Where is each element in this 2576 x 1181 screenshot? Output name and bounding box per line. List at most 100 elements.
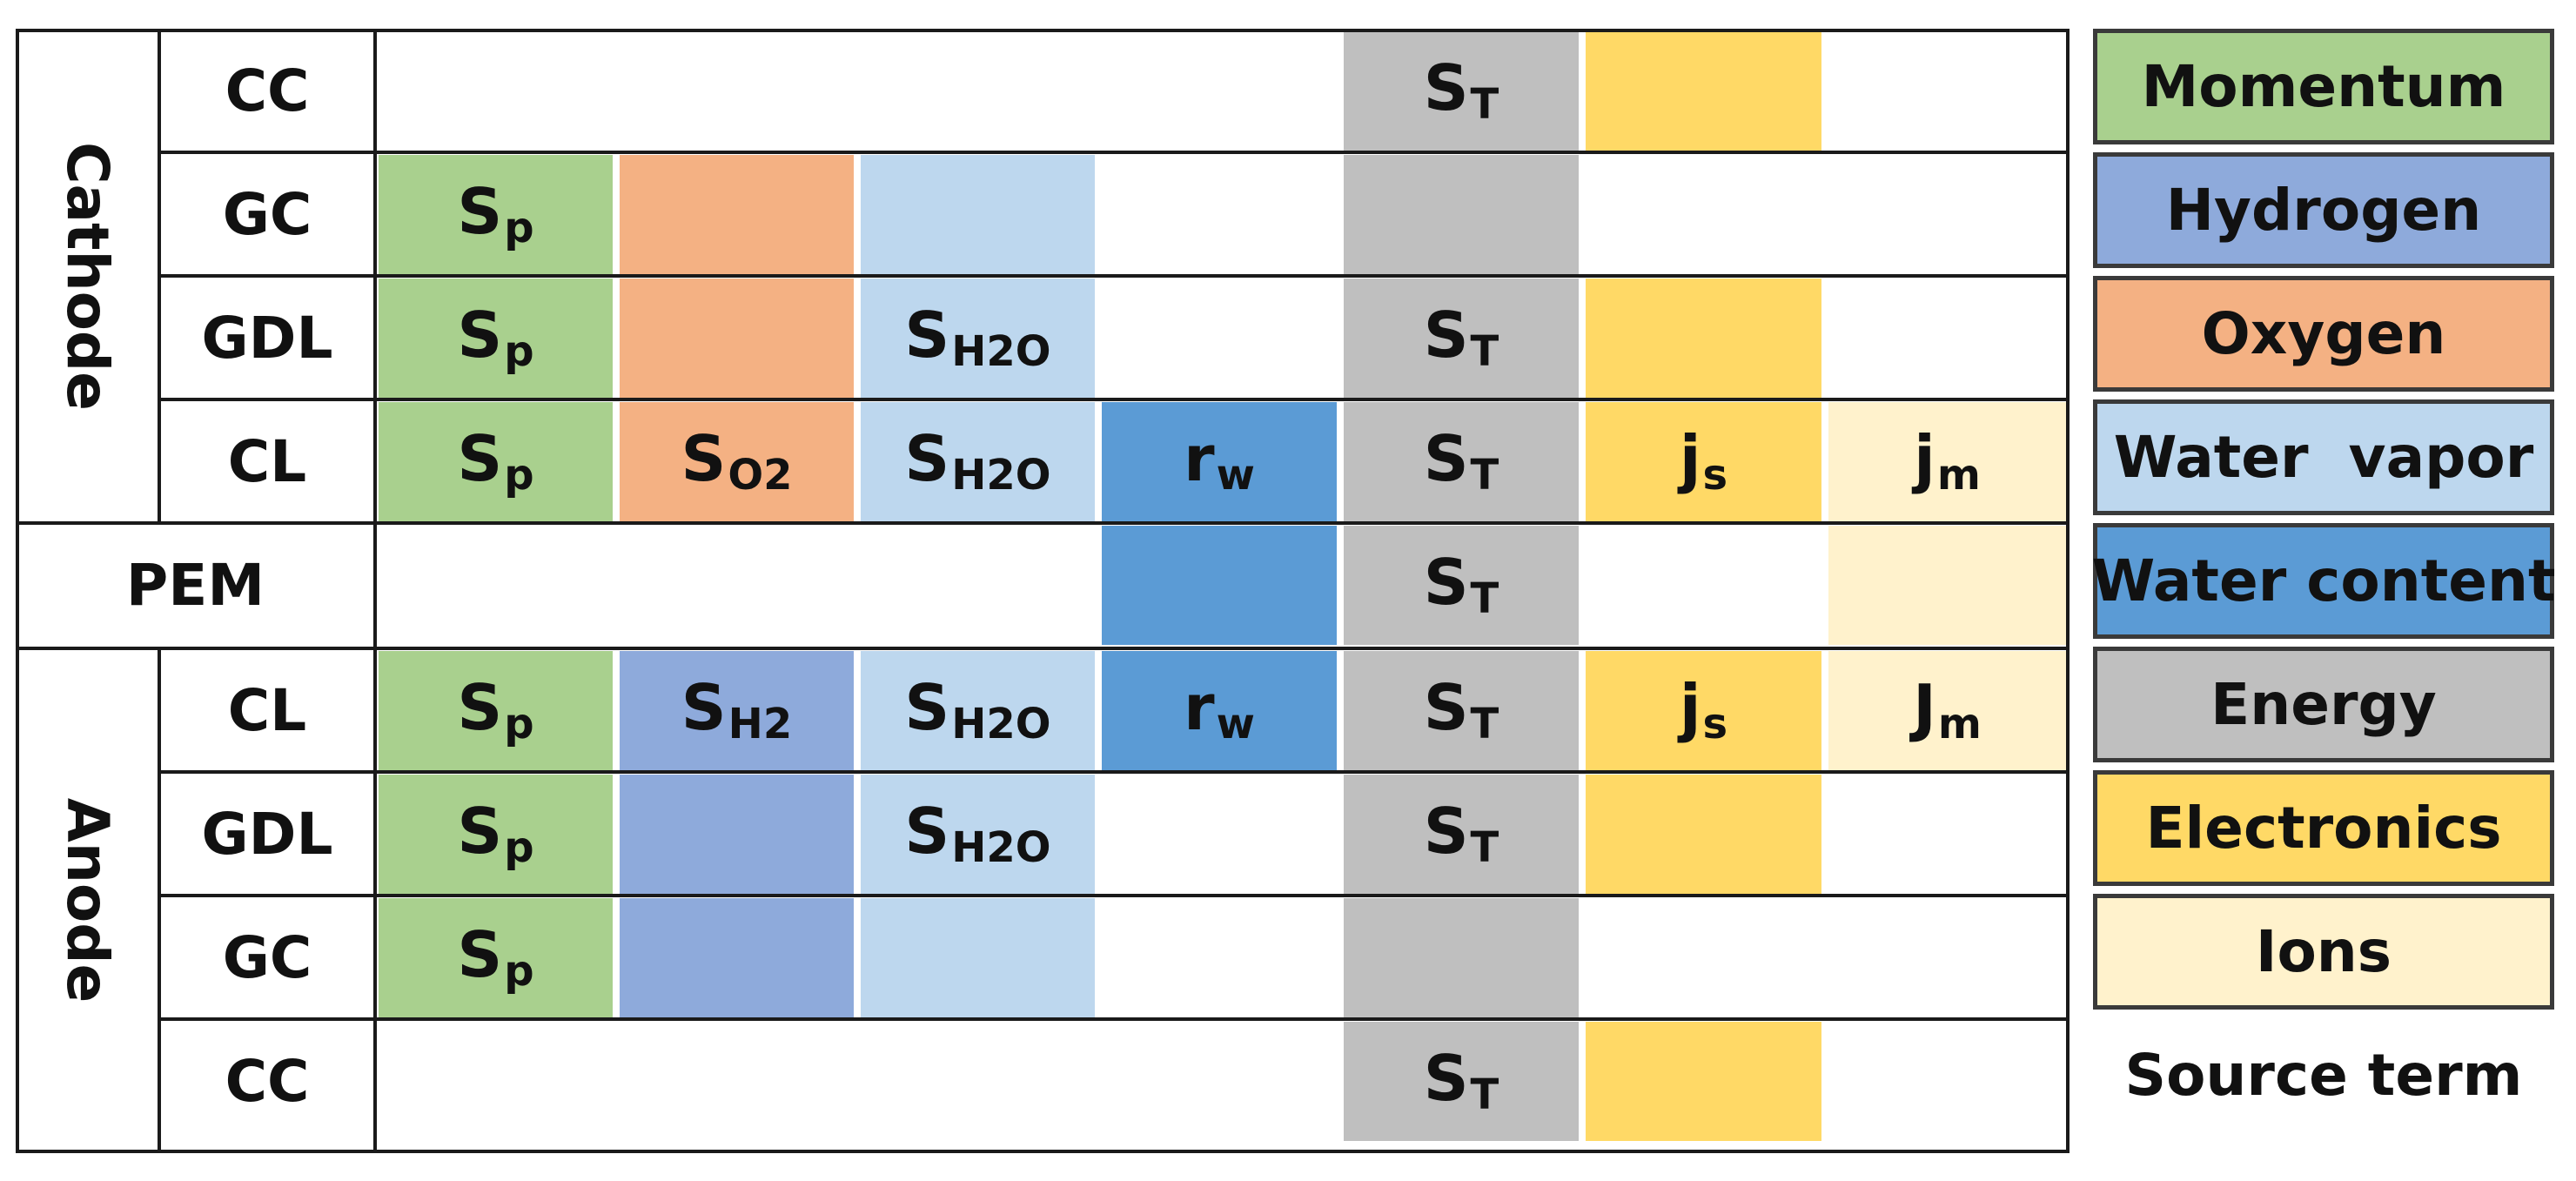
cell-electronics: js: [1586, 651, 1821, 770]
symbol-jm: Jm: [1913, 676, 1982, 745]
symbol-st: ST: [1424, 676, 1499, 745]
row-label-text: GDL: [201, 800, 333, 868]
symbol-rw: rw: [1184, 676, 1255, 745]
legend-item-momentum: Momentum: [2093, 29, 2554, 144]
symbol-base: S: [1423, 422, 1469, 495]
row-label-text: GC: [222, 180, 312, 248]
cell-water-vapor: [861, 898, 1095, 1017]
legend-item-ions: Ions: [2093, 894, 2554, 1010]
symbol-js: js: [1680, 427, 1727, 496]
symbol-subscript: p: [504, 204, 534, 252]
cell-momentum: Sp: [379, 898, 613, 1017]
legend-footer-text: Source term: [2124, 1042, 2523, 1109]
symbol-sh2o: SH2O: [904, 427, 1050, 496]
cell-electronics: [1586, 278, 1821, 398]
symbol-subscript: H2O: [951, 823, 1051, 872]
row-divider: [159, 770, 2070, 774]
row-divider: [159, 398, 2070, 401]
symbol-base: j: [1914, 422, 1935, 495]
cell-momentum: Sp: [379, 402, 613, 521]
legend-label: Water vapor: [2113, 424, 2534, 491]
symbol-sh2o: SH2O: [904, 304, 1050, 372]
cell-energy: ST: [1344, 278, 1579, 398]
cell-energy: ST: [1344, 31, 1579, 151]
symbol-sp: Sp: [457, 304, 533, 372]
symbol-base: S: [457, 795, 503, 868]
legend-item-hydrogen: Hydrogen: [2093, 152, 2554, 268]
symbol-st: ST: [1424, 800, 1499, 869]
symbol-subscript: w: [1216, 700, 1255, 748]
cell-water-vapor: SH2O: [861, 278, 1095, 398]
table-border-bottom: [16, 1150, 2070, 1153]
group-column-divider: [158, 648, 161, 1153]
symbol-base: S: [1423, 1042, 1469, 1115]
anode-group-label: Anode: [16, 647, 159, 1153]
source-term-table: Cathode Anode CC GC GDL CL PEM CL GDL GC CC ST Sp S…: [16, 29, 2070, 1153]
symbol-base: S: [457, 422, 503, 495]
symbol-st: ST: [1424, 57, 1499, 125]
symbol-sp: Sp: [457, 923, 533, 992]
symbol-subscript: T: [1470, 700, 1499, 748]
row-label-cc: CC: [159, 1019, 375, 1143]
cell-momentum: Sp: [379, 651, 613, 770]
label-column-divider: [373, 29, 377, 1153]
row-label-pem: PEM: [16, 523, 375, 647]
symbol-base: S: [457, 671, 503, 744]
cell-energy: ST: [1344, 1022, 1579, 1141]
legend-label: Oxygen: [2201, 300, 2446, 367]
cell-ions: [1828, 526, 2066, 645]
row-divider: [16, 521, 2070, 525]
row-label-text: CL: [227, 676, 307, 744]
symbol-base: S: [1423, 299, 1469, 372]
cell-water-vapor: SH2O: [861, 775, 1095, 894]
symbol-subscript: s: [1702, 700, 1728, 748]
row-label-text: CC: [225, 57, 310, 124]
cell-oxygen: SO2: [620, 402, 854, 521]
cell-water-content: rw: [1102, 402, 1337, 521]
symbol-subscript: w: [1216, 451, 1255, 500]
symbol-base: J: [1913, 671, 1936, 744]
symbol-subscript: T: [1470, 327, 1499, 376]
symbol-base: S: [904, 299, 950, 372]
row-label-text: CL: [227, 427, 307, 495]
cell-electronics: js: [1586, 402, 1821, 521]
cathode-text: Cathode: [54, 141, 122, 411]
symbol-sh2o: SH2O: [904, 676, 1050, 745]
row-label-cl: CL: [159, 399, 375, 523]
symbol-base: S: [1423, 546, 1469, 619]
symbol-subscript: p: [504, 947, 534, 996]
legend-label: Electronics: [2145, 795, 2502, 862]
symbol-sh2: SH2: [681, 676, 792, 745]
symbol-base: S: [1423, 51, 1469, 124]
cell-energy: [1344, 898, 1579, 1017]
symbol-st: ST: [1424, 427, 1499, 496]
symbol-base: S: [457, 299, 503, 372]
cell-electronics: [1586, 1022, 1821, 1141]
symbol-subscript: H2O: [951, 700, 1051, 748]
symbol-base: S: [1423, 671, 1469, 744]
cell-electronics: [1586, 31, 1821, 151]
cell-hydrogen: SH2: [620, 651, 854, 770]
cell-water-vapor: SH2O: [861, 402, 1095, 521]
symbol-base: S: [457, 175, 503, 248]
table-border-top: [16, 29, 2070, 32]
cell-oxygen: [620, 278, 854, 398]
cell-energy: [1344, 155, 1579, 274]
symbol-subscript: H2O: [951, 327, 1051, 376]
legend-label: Ions: [2255, 918, 2392, 985]
table-border-left: [16, 29, 19, 1153]
symbol-subscript: m: [1936, 451, 1981, 500]
cell-energy: ST: [1344, 526, 1579, 645]
row-label-text: GDL: [201, 304, 333, 372]
symbol-jm: jm: [1914, 427, 1981, 496]
symbol-sh2o: SH2O: [904, 800, 1050, 869]
cell-energy: ST: [1344, 651, 1579, 770]
cell-water-content: rw: [1102, 651, 1337, 770]
cell-momentum: Sp: [379, 278, 613, 398]
legend-item-electronics: Electronics: [2093, 770, 2554, 886]
symbol-base: S: [904, 795, 950, 868]
symbol-base: r: [1184, 671, 1215, 744]
symbol-js: js: [1680, 676, 1727, 745]
row-label-text: GC: [222, 923, 312, 991]
symbol-sp: Sp: [457, 180, 533, 249]
